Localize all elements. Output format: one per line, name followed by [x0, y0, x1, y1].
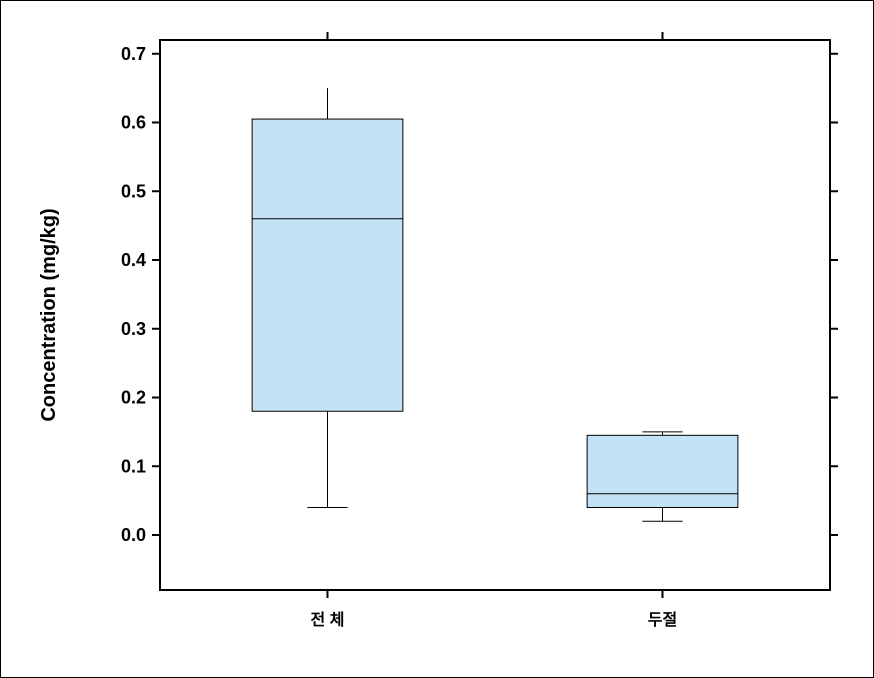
chart-container: 0.0 0.1 0.2 0.3 0.4 0.5 0.6 0.7 Concentration (m… [10, 10, 864, 668]
y-tick-label: 0.6 [121, 113, 146, 133]
y-tick-label: 0.1 [121, 456, 146, 476]
y-axis-label: Concentration (mg/kg) [38, 208, 60, 421]
box [587, 435, 738, 507]
outer-frame: 0.0 0.1 0.2 0.3 0.4 0.5 0.6 0.7 Concentration (m… [0, 0, 874, 678]
y-tick-label: 0.0 [121, 525, 146, 545]
y-tick-label: 0.7 [121, 44, 146, 64]
y-tick-label: 0.4 [121, 250, 146, 270]
y-tick-label: 0.3 [121, 319, 146, 339]
x-category-label: 전 체 [311, 611, 345, 629]
y-tick-label: 0.5 [121, 181, 146, 201]
boxplot-chart: 0.0 0.1 0.2 0.3 0.4 0.5 0.6 0.7 Concentration (m… [10, 10, 864, 668]
x-category-label: 두절 [648, 610, 677, 629]
y-tick-label: 0.2 [121, 388, 146, 408]
box [252, 119, 403, 411]
